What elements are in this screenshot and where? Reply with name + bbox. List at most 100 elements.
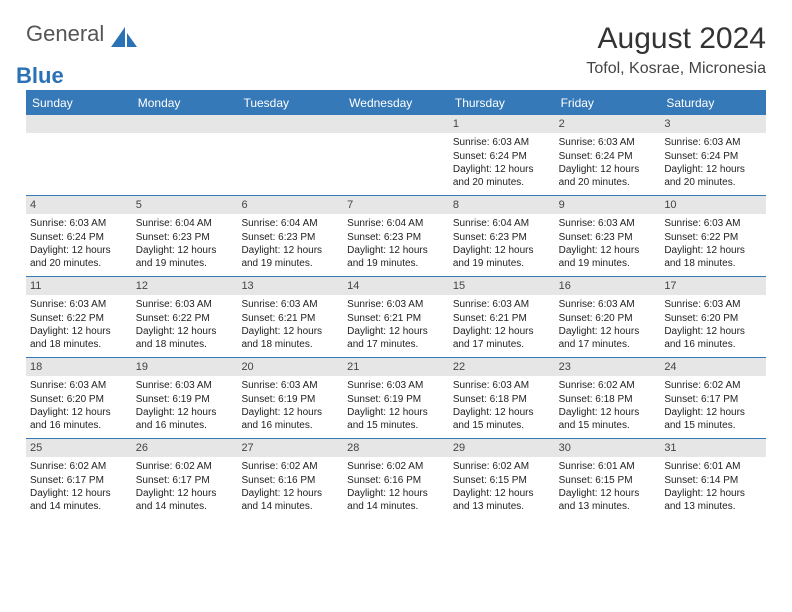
- daylight-text: Daylight: 12 hours and 16 minutes.: [30, 406, 128, 432]
- daylight-text: Daylight: 12 hours and 16 minutes.: [241, 406, 339, 432]
- sunrise-text: Sunrise: 6:03 AM: [453, 136, 551, 149]
- logo-text-block: General Blue: [26, 22, 104, 71]
- day-cell: 7Sunrise: 6:04 AMSunset: 6:23 PMDaylight…: [343, 196, 449, 276]
- day-cell: 24Sunrise: 6:02 AMSunset: 6:17 PMDayligh…: [660, 358, 766, 438]
- sunrise-text: Sunrise: 6:01 AM: [664, 460, 762, 473]
- daylight-text: Daylight: 12 hours and 19 minutes.: [453, 244, 551, 270]
- sunrise-text: Sunrise: 6:03 AM: [559, 217, 657, 230]
- weeks-container: 1Sunrise: 6:03 AMSunset: 6:24 PMDaylight…: [26, 114, 766, 519]
- day-cell: 26Sunrise: 6:02 AMSunset: 6:17 PMDayligh…: [132, 439, 238, 519]
- day-number: 20: [237, 358, 343, 376]
- sunset-text: Sunset: 6:24 PM: [559, 150, 657, 163]
- day-number: 28: [343, 439, 449, 457]
- day-cell: 9Sunrise: 6:03 AMSunset: 6:23 PMDaylight…: [555, 196, 661, 276]
- day-number: 18: [26, 358, 132, 376]
- sunset-text: Sunset: 6:19 PM: [241, 393, 339, 406]
- daylight-text: Daylight: 12 hours and 15 minutes.: [559, 406, 657, 432]
- day-header-row: Sunday Monday Tuesday Wednesday Thursday…: [26, 92, 766, 114]
- daylight-text: Daylight: 12 hours and 15 minutes.: [453, 406, 551, 432]
- week-row: 25 Sunrise: 6:02 AM Sunset: 6:17 PM Dayligh…: [26, 438, 766, 519]
- daylight-text: Daylight: 12 hours and 15 minutes.: [664, 406, 762, 432]
- day-number: 4: [26, 196, 132, 214]
- daylight-text: Daylight: 12 hours and 19 minutes.: [347, 244, 445, 270]
- sunset-text: Sunset: 6:21 PM: [347, 312, 445, 325]
- day-number: 7: [343, 196, 449, 214]
- day-cell: 17Sunrise: 6:03 AMSunset: 6:20 PMDayligh…: [660, 277, 766, 357]
- daylight-text: Daylight: 12 hours and 19 minutes.: [559, 244, 657, 270]
- title-block: August 2024 Tofol, Kosrae, Micronesia: [586, 22, 766, 78]
- day-number: 14: [343, 277, 449, 295]
- daylight-text: Daylight: 12 hours and 14 minutes.: [30, 487, 128, 513]
- sunrise-text: Sunrise: 6:03 AM: [347, 298, 445, 311]
- sunset-text: Sunset: 6:20 PM: [30, 393, 128, 406]
- sunset-text: Sunset: 6:17 PM: [136, 474, 234, 487]
- sunset-text: Sunset: 6:21 PM: [241, 312, 339, 325]
- day-number: 6: [237, 196, 343, 214]
- sunset-text: Sunset: 6:18 PM: [559, 393, 657, 406]
- day-number: 31: [660, 439, 766, 457]
- day-cell: [343, 115, 449, 195]
- day-number: 29: [449, 439, 555, 457]
- sunrise-text: Sunrise: 6:03 AM: [664, 217, 762, 230]
- day-number: 24: [660, 358, 766, 376]
- day-cell: 2Sunrise: 6:03 AMSunset: 6:24 PMDaylight…: [555, 115, 661, 195]
- day-number: 5: [132, 196, 238, 214]
- sunset-text: Sunset: 6:23 PM: [559, 231, 657, 244]
- sunrise-text: Sunrise: 6:02 AM: [241, 460, 339, 473]
- location: Tofol, Kosrae, Micronesia: [586, 60, 766, 78]
- day-number: 21: [343, 358, 449, 376]
- sunset-text: Sunset: 6:23 PM: [347, 231, 445, 244]
- sunset-text: Sunset: 6:16 PM: [241, 474, 339, 487]
- header: General Blue August 2024 Tofol, Kosrae, …: [26, 22, 766, 78]
- day-cell: [132, 115, 238, 195]
- dh-sat: Saturday: [660, 92, 766, 114]
- sunrise-text: Sunrise: 6:03 AM: [30, 379, 128, 392]
- daylight-text: Daylight: 12 hours and 18 minutes.: [30, 325, 128, 351]
- sunset-text: Sunset: 6:19 PM: [347, 393, 445, 406]
- sunset-text: Sunset: 6:17 PM: [664, 393, 762, 406]
- day-number: 23: [555, 358, 661, 376]
- day-number: [237, 115, 343, 133]
- sunrise-text: Sunrise: 6:03 AM: [453, 379, 551, 392]
- day-number: 25: [26, 439, 132, 457]
- dh-thu: Thursday: [449, 92, 555, 114]
- day-cell: 1Sunrise: 6:03 AMSunset: 6:24 PMDaylight…: [449, 115, 555, 195]
- daylight-text: Daylight: 12 hours and 17 minutes.: [347, 325, 445, 351]
- day-number: [132, 115, 238, 133]
- day-cell: [26, 115, 132, 195]
- sunset-text: Sunset: 6:23 PM: [453, 231, 551, 244]
- daylight-text: Daylight: 12 hours and 20 minutes.: [559, 163, 657, 189]
- day-cell: 21Sunrise: 6:03 AMSunset: 6:19 PMDayligh…: [343, 358, 449, 438]
- day-cell: 10Sunrise: 6:03 AMSunset: 6:22 PMDayligh…: [660, 196, 766, 276]
- daylight-text: Daylight: 12 hours and 16 minutes.: [136, 406, 234, 432]
- daylight-text: Daylight: 12 hours and 18 minutes.: [664, 244, 762, 270]
- week-row: 1Sunrise: 6:03 AMSunset: 6:24 PMDaylight…: [26, 114, 766, 195]
- sunset-text: Sunset: 6:20 PM: [559, 312, 657, 325]
- daylight-text: Daylight: 12 hours and 20 minutes.: [453, 163, 551, 189]
- calendar-page: General Blue August 2024 Tofol, Kosrae, …: [0, 0, 792, 529]
- daylight-text: Daylight: 12 hours and 16 minutes.: [664, 325, 762, 351]
- logo-word2: Blue: [16, 63, 94, 89]
- daylight-text: Daylight: 12 hours and 19 minutes.: [241, 244, 339, 270]
- daylight-text: Daylight: 12 hours and 13 minutes.: [453, 487, 551, 513]
- sunset-text: Sunset: 6:23 PM: [241, 231, 339, 244]
- sunrise-text: Sunrise: 6:03 AM: [136, 379, 234, 392]
- sunrise-text: Sunrise: 6:02 AM: [559, 379, 657, 392]
- dh-tue: Tuesday: [237, 92, 343, 114]
- day-cell: 13Sunrise: 6:03 AMSunset: 6:21 PMDayligh…: [237, 277, 343, 357]
- day-number: 10: [660, 196, 766, 214]
- sunrise-text: Sunrise: 6:01 AM: [559, 460, 657, 473]
- daylight-text: Daylight: 12 hours and 20 minutes.: [664, 163, 762, 189]
- day-cell: 6Sunrise: 6:04 AMSunset: 6:23 PMDaylight…: [237, 196, 343, 276]
- day-number: 22: [449, 358, 555, 376]
- sunset-text: Sunset: 6:23 PM: [136, 231, 234, 244]
- daylight-text: Daylight: 12 hours and 15 minutes.: [347, 406, 445, 432]
- day-number: 12: [132, 277, 238, 295]
- day-cell: [237, 115, 343, 195]
- daylight-text: Daylight: 12 hours and 13 minutes.: [559, 487, 657, 513]
- sunset-text: Sunset: 6:18 PM: [453, 393, 551, 406]
- day-cell: 19Sunrise: 6:03 AMSunset: 6:19 PMDayligh…: [132, 358, 238, 438]
- sunrise-text: Sunrise: 6:03 AM: [241, 298, 339, 311]
- day-cell: 8Sunrise: 6:04 AMSunset: 6:23 PMDaylight…: [449, 196, 555, 276]
- day-cell: 20Sunrise: 6:03 AMSunset: 6:19 PMDayligh…: [237, 358, 343, 438]
